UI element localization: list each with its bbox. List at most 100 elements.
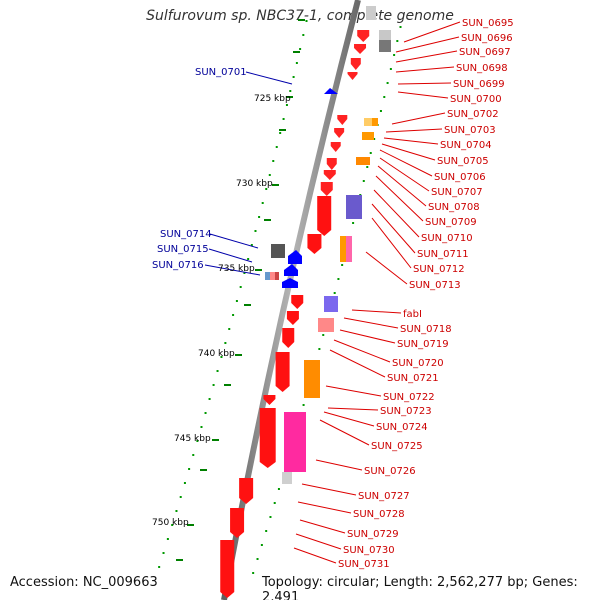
gene-box [304,360,320,398]
leader-line [297,501,352,514]
gene-label[interactable]: SUN_0715 [157,244,209,255]
gene-label[interactable]: SUN_0701 [195,67,247,78]
track-dot [362,180,365,182]
scale-label: 730 kbp [236,179,273,189]
track-dot [341,264,344,266]
scale-label: 745 kbp [174,434,211,444]
gene-label[interactable]: SUN_0704 [440,140,492,151]
gene-label[interactable]: SUN_0725 [371,441,423,452]
track-dot [333,292,336,294]
leader-line [371,217,412,269]
gene-arrow [263,395,276,405]
track-dot [179,496,182,498]
gene-label[interactable]: SUN_0726 [364,466,416,477]
gene-label[interactable]: SUN_0727 [358,491,410,502]
gene-label[interactable]: SUN_0718 [400,324,452,335]
gene-arrow [239,478,254,504]
gene-label[interactable]: SUN_0700 [450,94,502,105]
track-dot [275,146,278,148]
gene-box [362,132,374,140]
gene-label[interactable]: SUN_0711 [417,249,469,260]
track-dot [204,412,207,414]
track-dot [292,76,295,78]
gene-label[interactable]: SUN_0698 [456,63,508,74]
gene-label[interactable]: SUN_0731 [338,559,390,570]
gene-label[interactable]: SUN_0719 [397,339,449,350]
track-dot [277,488,280,490]
track-dot [228,328,231,330]
right-gene-labels: SUN_0695 SUN_0696 SUN_0697 SUN_0698 SUN_… [338,18,514,570]
leader-line [395,36,460,53]
gene-arrow [320,182,333,196]
gene-box [324,296,338,312]
track-dot [265,530,268,532]
track-dot [366,166,369,168]
leader-line [299,519,346,534]
track-dot [258,216,261,218]
gene-label[interactable]: SUN_0720 [392,358,444,369]
track-dot [243,272,246,274]
gene-arrow [357,30,370,42]
gene-label[interactable]: SUN_0703 [444,125,496,136]
track-dot [393,54,396,56]
gene-label[interactable]: SUN_0709 [425,217,477,228]
track-dot [162,552,165,554]
track-dot [289,90,292,92]
gene-label[interactable]: SUN_0699 [453,79,505,90]
gene-arrow [259,408,276,468]
track-dot [305,20,308,22]
gene-label[interactable]: SUN_0712 [413,264,465,275]
gene-label[interactable]: SUN_0724 [376,422,428,433]
gene-arrow [337,115,348,125]
gene-label[interactable]: SUN_0708 [428,202,480,213]
leader-line [295,533,342,550]
gene-label[interactable]: SUN_0714 [160,229,212,240]
gene-label[interactable]: SUN_0695 [462,18,514,29]
gene-label[interactable]: SUN_0706 [434,172,486,183]
track-dot [386,82,389,84]
gene-box [270,272,275,280]
gene-label[interactable]: SUN_0710 [421,233,473,244]
track-dot [247,258,250,260]
leader-line [397,91,449,99]
gene-arrow-reverse [284,264,298,276]
track-dot [369,152,372,154]
gene-label[interactable]: fabI [403,309,422,320]
track-dot [216,370,219,372]
track-dot [212,384,215,386]
left-gene-labels: SUN_0701 SUN_0714 SUN_0715 SUN_0716 [152,67,247,271]
track-dot [285,104,288,106]
track-dot [232,314,235,316]
gene-label[interactable]: SUN_0728 [353,509,405,520]
gene-label[interactable]: SUN_0716 [152,260,204,271]
gene-label[interactable]: SUN_0696 [461,33,513,44]
gene-label[interactable]: SUN_0730 [343,545,395,556]
leader-line [365,251,408,285]
gene-label[interactable]: SUN_0723 [380,406,432,417]
leader-line [381,143,436,161]
leader-line [391,112,446,125]
gene-label[interactable]: SUN_0722 [383,392,435,403]
track-dot [166,538,169,540]
leader-line [383,137,439,145]
scale-label: 740 kbp [198,349,235,359]
leader-line [371,203,416,254]
track-dot [322,334,325,336]
gene-arrow [230,508,245,538]
leader-line [315,459,363,471]
gene-label[interactable]: SUN_0729 [347,529,399,540]
leader-line [208,248,253,263]
gene-box [265,272,270,280]
gene-label[interactable]: SUN_0705 [437,156,489,167]
gene-label[interactable]: SUN_0721 [387,373,439,384]
track-dot [352,222,355,224]
gene-label[interactable]: SUN_0702 [447,109,499,120]
gene-label[interactable]: SUN_0697 [459,47,511,58]
gene-box [364,118,374,126]
gene-label[interactable]: SUN_0707 [431,187,483,198]
gene-arrow [326,158,337,170]
leader-line [373,189,420,238]
gene-label[interactable]: SUN_0713 [409,280,461,291]
track-dot [192,454,195,456]
